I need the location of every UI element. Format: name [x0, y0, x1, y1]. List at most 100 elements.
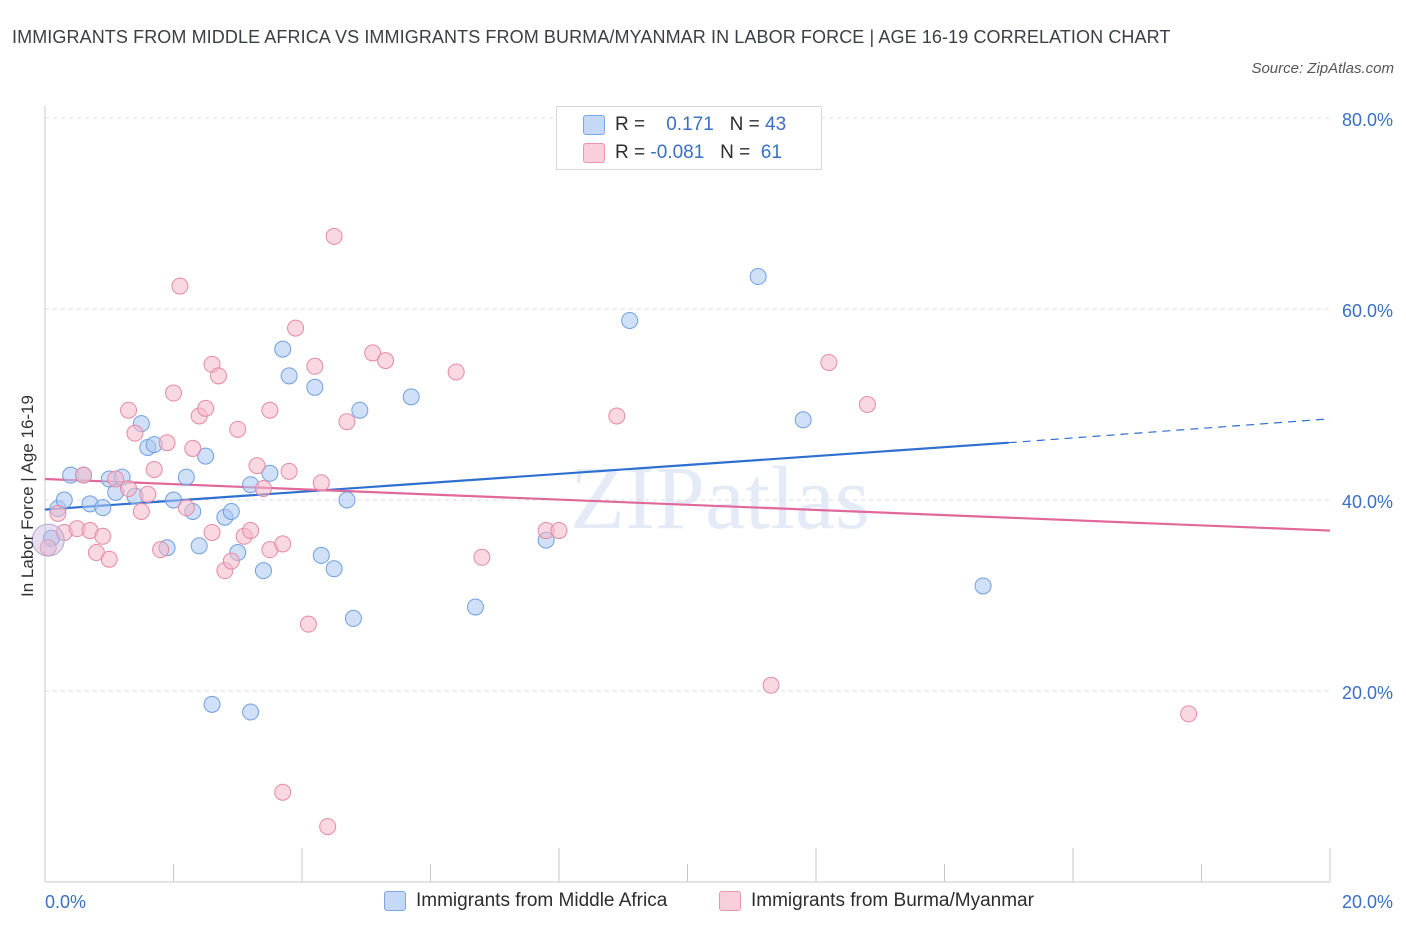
x-tick-label: 20.0%: [1342, 892, 1393, 912]
point-burma: [139, 485, 157, 503]
legend-swatch-pink: [583, 143, 605, 163]
legend-swatch-blue: [384, 891, 406, 911]
point-burma: [608, 407, 626, 425]
point-burma: [364, 344, 382, 362]
y-tick-label: 80.0%: [1342, 110, 1393, 130]
axes: [44, 106, 1331, 883]
y-tick-label: 60.0%: [1342, 301, 1393, 321]
trend-line-middle-africa-extension: [1008, 418, 1331, 444]
gridlines: [45, 117, 1330, 692]
point-burma: [274, 535, 292, 553]
n-label: N =: [720, 142, 751, 163]
point-burma: [248, 457, 266, 475]
point-middle-africa: [177, 468, 195, 486]
point-burma: [820, 353, 838, 371]
point-middle-africa: [351, 401, 369, 419]
point-middle-africa: [190, 537, 208, 555]
point-burma: [319, 818, 337, 836]
point-middle-africa: [325, 560, 343, 578]
point-middle-africa: [197, 447, 215, 465]
point-burma: [165, 384, 182, 402]
y-axis-label: In Labor Force | Age 16-19: [18, 395, 37, 597]
stats-legend: R = 0.171 N = 43 R = -0.081 N = 61: [556, 106, 822, 170]
point-burma: [120, 401, 138, 419]
point-burma: [222, 552, 240, 570]
point-burma: [94, 527, 112, 545]
point-burma: [312, 474, 330, 492]
point-cluster: [31, 523, 65, 557]
point-burma: [550, 522, 568, 540]
point-burma: [171, 277, 189, 295]
n-label: N =: [729, 114, 760, 135]
point-burma: [152, 541, 170, 559]
point-burma: [184, 439, 202, 457]
point-burma: [287, 319, 305, 337]
y-tick-label: 40.0%: [1342, 492, 1393, 512]
data-points: [31, 227, 1198, 836]
point-burma: [858, 396, 876, 413]
point-burma: [762, 676, 780, 694]
point-middle-africa: [242, 703, 260, 721]
point-middle-africa: [621, 311, 639, 329]
point-middle-africa: [222, 502, 240, 520]
point-burma: [242, 522, 260, 540]
point-middle-africa: [261, 464, 279, 482]
point-middle-africa: [974, 577, 992, 595]
point-burma: [203, 523, 221, 541]
point-burma: [306, 357, 324, 375]
point-burma: [254, 480, 272, 498]
trend-line-middle-africa: [44, 441, 1009, 511]
point-burma: [261, 401, 279, 419]
point-burma: [120, 480, 138, 498]
watermark: ZIPatlas: [570, 449, 870, 548]
r-label: R =: [615, 142, 646, 163]
point-burma: [158, 434, 176, 452]
point-burma: [229, 420, 247, 438]
point-burma: [49, 504, 67, 522]
point-burma: [197, 399, 215, 417]
point-burma: [280, 462, 298, 480]
point-middle-africa: [466, 598, 484, 616]
point-burma: [126, 424, 144, 442]
y-tick-label: 20.0%: [1342, 683, 1393, 703]
point-burma: [299, 615, 317, 633]
point-middle-africa: [306, 378, 324, 396]
legend-label: Immigrants from Middle Africa: [416, 890, 668, 911]
point-burma: [145, 460, 163, 478]
legend-swatch-pink: [719, 891, 741, 911]
point-middle-africa: [338, 491, 356, 509]
point-burma: [75, 466, 93, 484]
r-value: 0.171: [666, 114, 714, 135]
point-middle-africa: [274, 340, 292, 358]
point-middle-africa: [402, 388, 420, 406]
point-burma: [447, 363, 465, 381]
point-burma: [107, 470, 125, 488]
point-burma: [338, 413, 356, 431]
r-value: -0.081: [650, 142, 705, 163]
point-burma: [209, 367, 227, 385]
point-burma: [473, 548, 491, 566]
legend-label: Immigrants from Burma/Myanmar: [751, 890, 1034, 911]
point-burma: [132, 502, 150, 520]
point-middle-africa: [94, 499, 112, 517]
point-burma: [274, 783, 292, 801]
point-burma: [100, 550, 118, 568]
r-label: R =: [615, 114, 646, 135]
point-middle-africa: [203, 695, 221, 713]
point-middle-africa: [312, 546, 330, 564]
point-middle-africa: [749, 268, 767, 286]
x-tick-label: 0.0%: [45, 892, 86, 912]
point-middle-africa: [344, 609, 362, 627]
point-middle-africa: [280, 367, 298, 385]
chart-title: IMMIGRANTS FROM MIDDLE AFRICA VS IMMIGRA…: [12, 27, 1171, 47]
point-burma: [325, 227, 343, 245]
n-value: 43: [765, 114, 787, 135]
point-middle-africa: [165, 491, 182, 509]
tick-labels: 20.0% 40.0% 60.0% 80.0% 0.0% 20.0%: [45, 110, 1393, 912]
point-burma: [1180, 705, 1198, 723]
legend-swatch-blue: [583, 115, 605, 135]
point-middle-africa: [794, 411, 812, 429]
point-middle-africa: [254, 562, 272, 580]
n-value: 61: [760, 142, 782, 163]
